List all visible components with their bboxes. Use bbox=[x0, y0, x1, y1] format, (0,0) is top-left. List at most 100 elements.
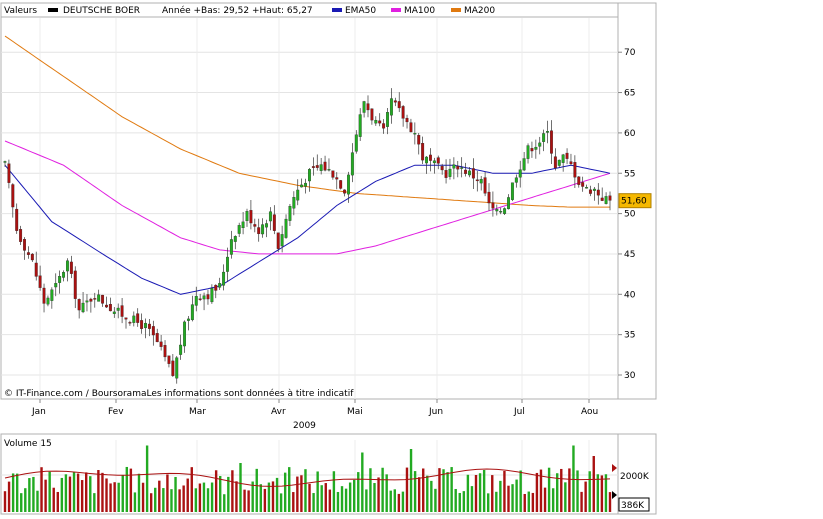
volume-bar bbox=[283, 472, 287, 512]
candle-body bbox=[187, 318, 190, 321]
candle-body bbox=[105, 304, 108, 308]
volume-bar bbox=[430, 480, 433, 512]
candle-body bbox=[378, 120, 382, 124]
volume-bar bbox=[417, 477, 421, 512]
volume-bar bbox=[515, 479, 518, 512]
legend-label-ma100: MA100 bbox=[404, 6, 435, 16]
volume-bar bbox=[137, 473, 141, 512]
volume-bar bbox=[52, 487, 55, 512]
volume-bar bbox=[340, 486, 344, 512]
candle-body bbox=[34, 262, 38, 277]
candle-body bbox=[569, 161, 573, 165]
candle-body bbox=[112, 311, 116, 314]
candle-body bbox=[503, 208, 507, 214]
candle-body bbox=[491, 202, 495, 209]
candle-body bbox=[226, 256, 229, 272]
volume-average-path bbox=[4, 468, 611, 487]
candle-body bbox=[429, 154, 432, 161]
legend-swatch-ema50 bbox=[332, 8, 342, 12]
candle-body bbox=[97, 294, 101, 302]
candle-body bbox=[249, 210, 253, 224]
volume-bar bbox=[470, 486, 474, 512]
volume-bar bbox=[214, 470, 218, 512]
current-volume-value: 386K bbox=[621, 501, 645, 511]
candle-body bbox=[175, 357, 179, 379]
volume-bar bbox=[267, 482, 271, 512]
candle-body bbox=[460, 167, 464, 169]
volume-bar bbox=[259, 484, 263, 512]
x-tick-label: Jun bbox=[428, 407, 443, 417]
candle-body bbox=[315, 165, 319, 168]
volume-bar bbox=[308, 483, 311, 512]
candle-body bbox=[604, 196, 608, 204]
candle-body bbox=[436, 157, 440, 164]
volume-bar bbox=[600, 475, 604, 512]
candle-body bbox=[331, 170, 335, 178]
legend-label-ma200: MA200 bbox=[464, 6, 495, 16]
candle-body bbox=[561, 154, 565, 163]
candle-body bbox=[389, 98, 393, 116]
candle-body bbox=[77, 299, 81, 311]
candle-body bbox=[296, 189, 300, 201]
candle-body bbox=[409, 122, 413, 133]
y-tick-label: 45 bbox=[624, 250, 635, 260]
volume-bar bbox=[28, 478, 31, 512]
candle-body bbox=[15, 208, 19, 231]
candle-body bbox=[393, 100, 397, 103]
volume-bar bbox=[381, 467, 384, 512]
candle-body bbox=[382, 123, 386, 129]
volume-bar bbox=[36, 490, 39, 512]
volume-bar bbox=[162, 488, 165, 512]
volume-bar bbox=[166, 474, 169, 512]
legend: EMA50 MA100 MA200 bbox=[332, 6, 495, 16]
candle-body bbox=[592, 188, 596, 191]
volume-bar bbox=[486, 493, 490, 512]
candle-body bbox=[362, 101, 366, 113]
candle-body bbox=[413, 133, 417, 135]
candle-body bbox=[265, 223, 268, 228]
volume-bar bbox=[438, 468, 441, 512]
volume-bar bbox=[576, 470, 579, 512]
volume-bar bbox=[413, 471, 417, 512]
volume-bar bbox=[300, 475, 303, 512]
candle-body bbox=[140, 320, 144, 329]
volume-bar bbox=[243, 489, 246, 512]
x-tick-label: Jan bbox=[31, 407, 46, 417]
year-label: 2009 bbox=[293, 421, 316, 431]
volume-bar bbox=[543, 487, 547, 512]
candle-body bbox=[198, 298, 202, 300]
volume-bar bbox=[158, 480, 161, 512]
volume-bar bbox=[182, 485, 185, 512]
candle-body bbox=[448, 168, 452, 177]
volume-bar bbox=[113, 482, 116, 512]
volume-bar bbox=[93, 493, 96, 512]
volume-bar bbox=[76, 473, 80, 512]
x-tick-label: Jul bbox=[513, 407, 525, 417]
volume-bar bbox=[608, 492, 612, 512]
volume-bar bbox=[227, 476, 230, 512]
candle-body bbox=[550, 130, 553, 154]
candle-body bbox=[288, 206, 292, 221]
candle-body bbox=[526, 145, 530, 159]
volume-bar bbox=[125, 466, 129, 512]
candle-body bbox=[190, 304, 194, 321]
candle-body bbox=[397, 101, 401, 109]
last-price-box bbox=[618, 193, 652, 209]
volume-bar bbox=[580, 491, 583, 512]
candle-body bbox=[596, 189, 600, 196]
candle-body bbox=[210, 288, 214, 303]
candle-body bbox=[89, 298, 93, 302]
candle-body bbox=[608, 195, 612, 201]
candle-body bbox=[284, 218, 288, 238]
candlestick-series bbox=[3, 88, 612, 384]
candle-body bbox=[66, 260, 69, 272]
volume-bar bbox=[24, 488, 27, 512]
candle-body bbox=[147, 323, 151, 329]
candle-body bbox=[311, 166, 315, 168]
candle-body bbox=[233, 236, 237, 242]
candle-body bbox=[343, 189, 347, 194]
volume-bar bbox=[178, 489, 181, 512]
volume-bar bbox=[279, 493, 283, 512]
y-tick-label: 40 bbox=[624, 290, 636, 300]
